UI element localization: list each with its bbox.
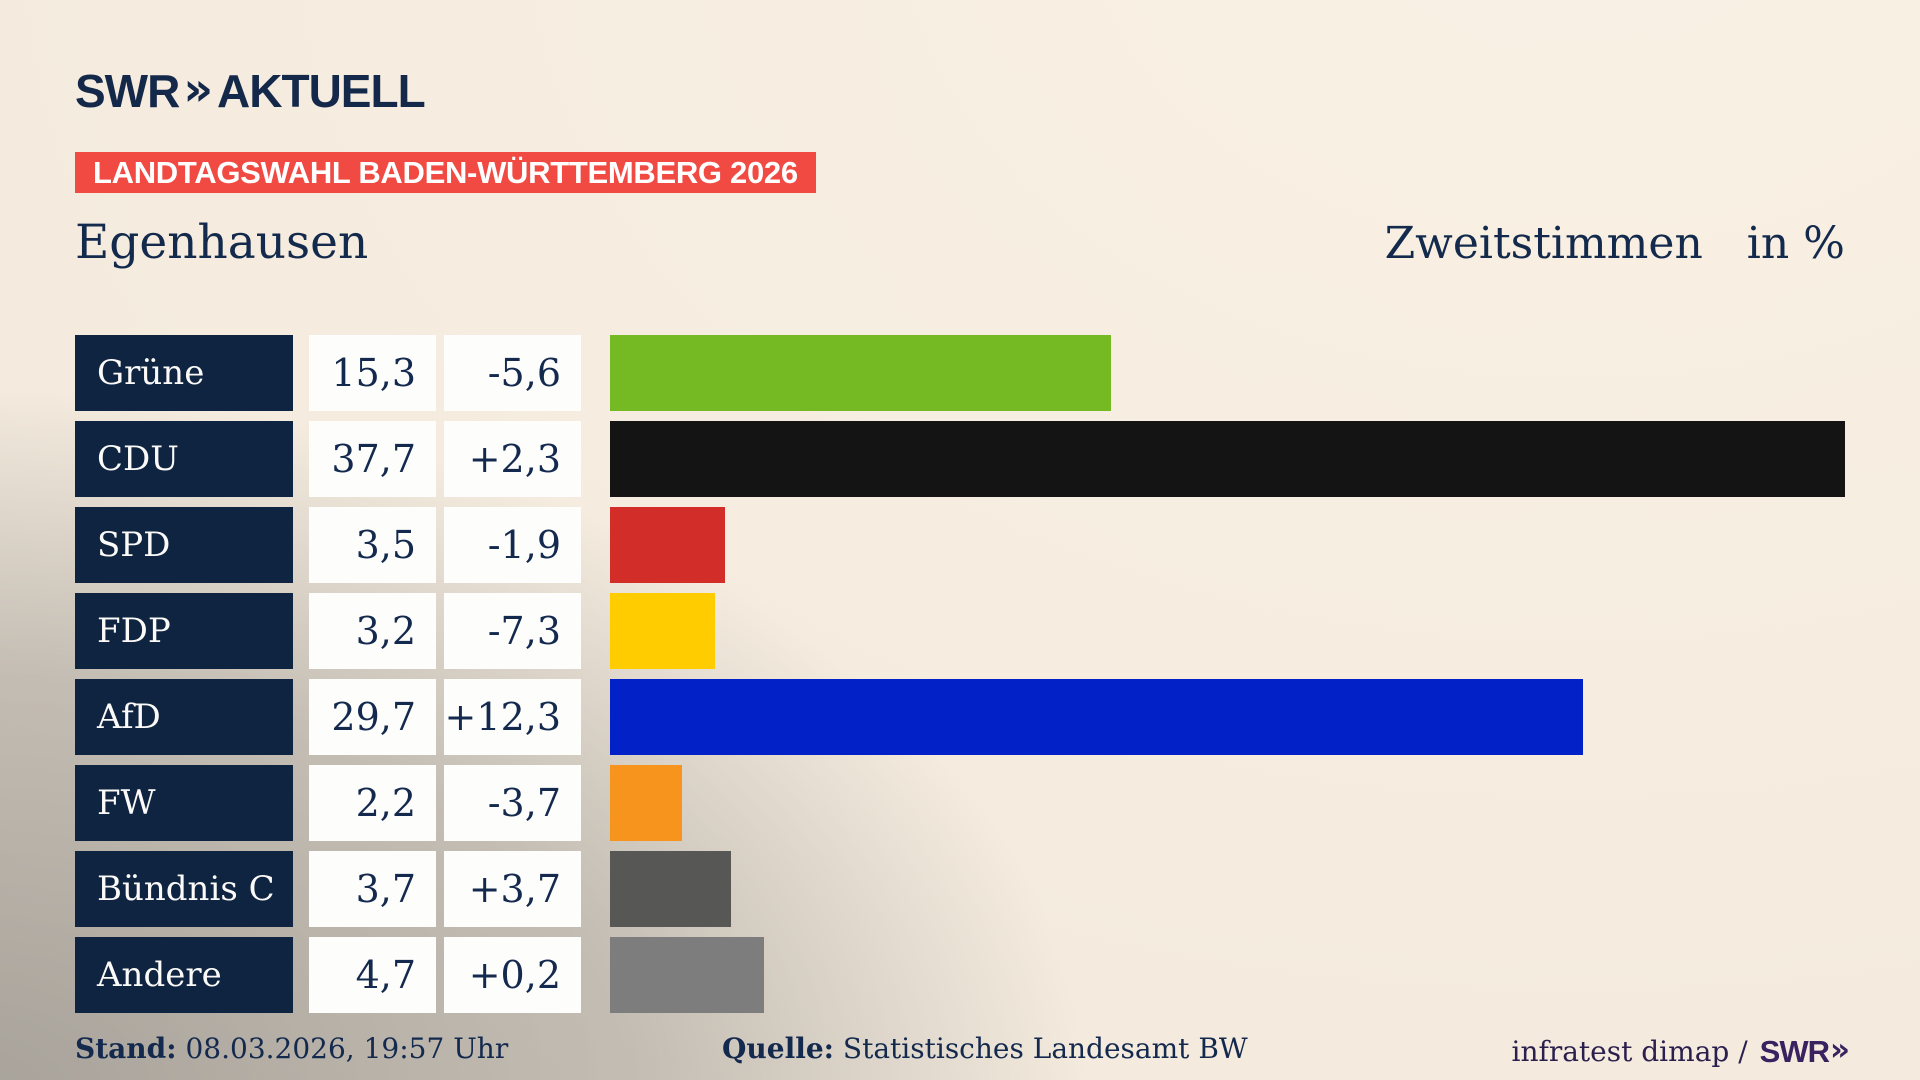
logo-swr-text: SWR (75, 65, 180, 117)
value-cell: 3,5 (309, 507, 436, 583)
result-bar (610, 593, 715, 669)
logo-aktuell-text: AKTUELL (217, 65, 426, 117)
bar-track (610, 421, 1845, 497)
value-cell: 37,7 (309, 421, 436, 497)
table-row: SPD 3,5 -1,9 (75, 507, 1845, 583)
bar-track (610, 679, 1845, 755)
unit-label: in % (1746, 218, 1845, 269)
result-bar (610, 421, 1845, 497)
diff-cell: +0,2 (444, 937, 581, 1013)
election-banner: LANDTAGSWAHL BADEN-WÜRTTEMBERG 2026 (75, 152, 816, 193)
bar-track (610, 851, 1845, 927)
party-label: AfD (75, 679, 293, 755)
diff-cell: -5,6 (444, 335, 581, 411)
value-cell: 4,7 (309, 937, 436, 1013)
value-cell: 3,2 (309, 593, 436, 669)
stand-label: Stand: (75, 1032, 177, 1065)
value-cell: 15,3 (309, 335, 436, 411)
diff-cell: -7,3 (444, 593, 581, 669)
double-chevron-icon: » (183, 62, 213, 116)
party-label: CDU (75, 421, 293, 497)
quelle-value: Statistisches Landesamt BW (842, 1032, 1248, 1065)
value-cell: 3,7 (309, 851, 436, 927)
diff-cell: +2,3 (444, 421, 581, 497)
status-timestamp: Stand: 08.03.2026, 19:57 Uhr (75, 1032, 508, 1065)
result-bar (610, 679, 1583, 755)
page-title: Egenhausen (75, 215, 369, 270)
stand-value: 08.03.2026, 19:57 Uhr (185, 1032, 509, 1065)
diff-cell: -1,9 (444, 507, 581, 583)
party-label: SPD (75, 507, 293, 583)
party-label: FDP (75, 593, 293, 669)
footer-double-chevron-icon: » (1829, 1032, 1850, 1068)
table-row: Grüne 15,3 -5,6 (75, 335, 1845, 411)
party-label: Andere (75, 937, 293, 1013)
footer-logo-swr-text: SWR (1759, 1033, 1830, 1069)
party-label: FW (75, 765, 293, 841)
result-bar (610, 507, 725, 583)
bar-track (610, 335, 1845, 411)
party-label: Grüne (75, 335, 293, 411)
result-bar (610, 335, 1112, 411)
diff-cell: +3,7 (444, 851, 581, 927)
table-row: FDP 3,2 -7,3 (75, 593, 1845, 669)
source-note: Quelle: Statistisches Landesamt BW (722, 1032, 1248, 1065)
bar-track (610, 507, 1845, 583)
measure-label: Zweitstimmen (1384, 218, 1703, 269)
table-row: AfD 29,7 +12,3 (75, 679, 1845, 755)
value-cell: 29,7 (309, 679, 436, 755)
footer: Stand: 08.03.2026, 19:57 Uhr Quelle: Sta… (0, 1032, 1920, 1072)
bar-track (610, 937, 1845, 1013)
results-table: Grüne 15,3 -5,6 CDU 37,7 +2,3 SPD 3,5 -1… (75, 335, 1845, 1013)
quelle-label: Quelle: (722, 1032, 834, 1065)
table-row: Andere 4,7 +0,2 (75, 937, 1845, 1013)
result-bar (610, 765, 683, 841)
bar-track (610, 593, 1845, 669)
title-row: Egenhausen Zweitstimmen in % (75, 215, 1845, 270)
swr-footer-logo: SWR » (1759, 1032, 1850, 1071)
credit-text: infratest dimap / (1511, 1035, 1748, 1068)
bar-track (610, 765, 1845, 841)
party-label: Bündnis C (75, 851, 293, 927)
result-bar (610, 851, 732, 927)
result-bar (610, 937, 764, 1013)
table-row: FW 2,2 -3,7 (75, 765, 1845, 841)
value-cell: 2,2 (309, 765, 436, 841)
swr-aktuell-logo: SWR » AKTUELL (75, 62, 426, 117)
table-row: CDU 37,7 +2,3 (75, 421, 1845, 497)
diff-cell: +12,3 (444, 679, 581, 755)
table-row: Bündnis C 3,7 +3,7 (75, 851, 1845, 927)
diff-cell: -3,7 (444, 765, 581, 841)
measure-title: Zweitstimmen in % (1384, 218, 1845, 270)
credit-note: infratest dimap / SWR » (1511, 1032, 1850, 1071)
